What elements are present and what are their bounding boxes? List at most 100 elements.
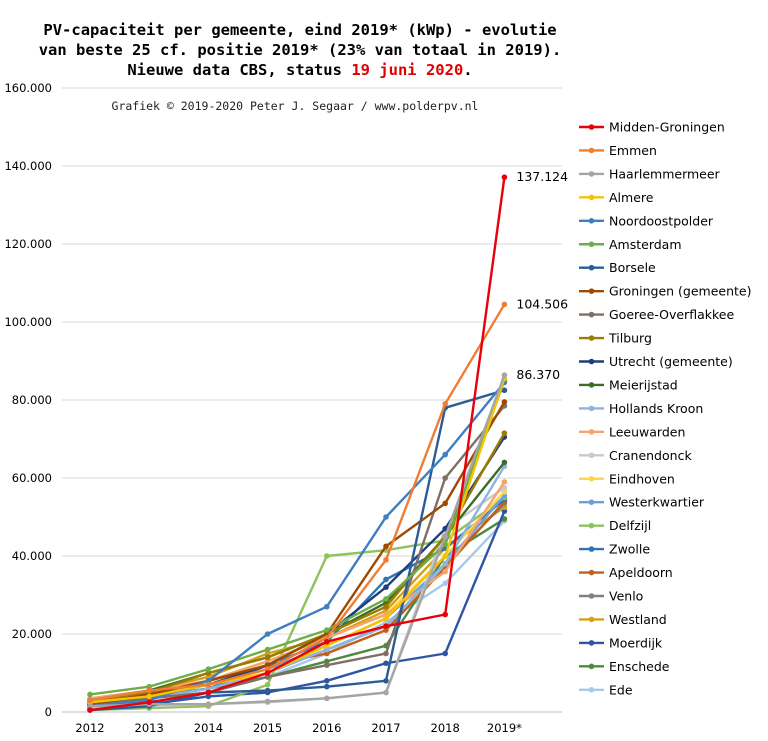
data-point bbox=[501, 484, 508, 491]
legend-marker bbox=[588, 288, 595, 294]
data-point bbox=[87, 707, 93, 713]
series-path bbox=[89, 380, 506, 696]
data-point bbox=[264, 631, 271, 637]
legend-item: Hollands Kroon bbox=[579, 401, 703, 416]
data-point bbox=[442, 451, 449, 458]
data-point bbox=[501, 387, 508, 394]
legend-item: Amsterdam bbox=[579, 237, 682, 252]
x-tick-label: 2016 bbox=[312, 721, 341, 735]
data-point bbox=[264, 662, 271, 668]
y-tick-label: 40.000 bbox=[12, 549, 52, 563]
data-point bbox=[324, 662, 330, 668]
gridlines bbox=[62, 87, 562, 713]
legend-marker bbox=[588, 171, 595, 177]
data-point bbox=[146, 693, 152, 700]
data-point bbox=[501, 459, 508, 466]
data-point bbox=[264, 666, 271, 672]
x-axis: 2012 2013 2014 2015 2016 2017 2018 2019* bbox=[62, 711, 562, 735]
legend-marker bbox=[588, 405, 595, 412]
title-line-3-prefix: Nieuwe data CBS, status bbox=[127, 61, 351, 79]
legend-item: Moerdijk bbox=[579, 635, 663, 650]
series-path bbox=[89, 486, 506, 710]
series-line bbox=[87, 174, 508, 713]
data-point bbox=[383, 576, 389, 583]
data-point bbox=[264, 650, 271, 657]
data-point bbox=[383, 689, 389, 696]
legend: Midden-Groningen Emmen Haarlemmermeer Almer… bbox=[579, 120, 752, 697]
legend-marker bbox=[588, 241, 595, 248]
chart-title: PV-capaciteit per gemeente, eind 2019* (… bbox=[39, 21, 562, 79]
legend-label: Westland bbox=[609, 612, 667, 627]
series-line bbox=[87, 301, 508, 704]
legend-item: Meierijstad bbox=[579, 377, 678, 392]
legend-item: Cranendonck bbox=[579, 448, 692, 463]
legend-item: Utrecht (gemeente) bbox=[579, 354, 733, 369]
data-point bbox=[324, 695, 330, 702]
data-point bbox=[264, 646, 271, 653]
data-point bbox=[501, 399, 508, 405]
series-path bbox=[89, 494, 506, 706]
title-line-3: Nieuwe data CBS, status 19 juni 2020. bbox=[127, 61, 472, 79]
legend-label: Tilburg bbox=[608, 331, 652, 346]
legend-marker bbox=[588, 264, 595, 271]
legend-label: Hollands Kroon bbox=[609, 401, 703, 416]
legend-label: Meierijstad bbox=[609, 377, 678, 392]
legend-marker bbox=[588, 593, 595, 599]
value-annotation: 104.506 bbox=[516, 296, 568, 311]
legend-item: Emmen bbox=[579, 143, 657, 158]
legend-label: Leeuwarden bbox=[609, 424, 685, 439]
legend-marker bbox=[588, 382, 595, 388]
legend-marker bbox=[588, 546, 595, 552]
y-tick-label: 140.000 bbox=[4, 159, 52, 173]
data-point bbox=[324, 650, 330, 657]
series-line bbox=[87, 492, 508, 707]
series-path bbox=[89, 374, 506, 708]
data-point bbox=[383, 660, 389, 667]
data-point bbox=[442, 553, 449, 559]
legend-label: Goeree-Overflakkee bbox=[609, 307, 734, 322]
y-tick-label: 80.000 bbox=[12, 393, 52, 407]
legend-item: Eindhoven bbox=[579, 471, 675, 486]
legend-item: Groningen (gemeente) bbox=[579, 284, 752, 299]
data-point bbox=[501, 479, 508, 485]
y-tick-label: 60.000 bbox=[12, 471, 52, 485]
data-point bbox=[383, 584, 389, 590]
series-path bbox=[89, 378, 506, 704]
data-point bbox=[146, 683, 152, 690]
legend-item: Ede bbox=[579, 682, 633, 697]
data-point bbox=[442, 611, 449, 618]
legend-marker bbox=[588, 569, 595, 576]
legend-marker bbox=[588, 124, 595, 130]
y-tick-label: 0 bbox=[45, 705, 52, 719]
data-point bbox=[383, 623, 389, 629]
series-path bbox=[89, 177, 506, 712]
legend-label: Midden-Groningen bbox=[609, 120, 725, 135]
data-point bbox=[501, 372, 508, 378]
data-point bbox=[383, 514, 389, 520]
legend-label: Eindhoven bbox=[609, 471, 675, 486]
legend-marker bbox=[588, 147, 595, 154]
legend-item: Borsele bbox=[579, 260, 656, 275]
legend-marker bbox=[588, 663, 595, 670]
data-point bbox=[324, 553, 330, 559]
data-point bbox=[324, 627, 330, 633]
x-tick-label: 2014 bbox=[194, 721, 223, 735]
data-point bbox=[324, 642, 330, 649]
data-point bbox=[264, 681, 271, 688]
data-point bbox=[205, 689, 212, 696]
data-point bbox=[501, 430, 508, 436]
data-point bbox=[383, 615, 389, 622]
legend-item: Almere bbox=[579, 190, 654, 205]
data-point bbox=[264, 687, 271, 694]
legend-item: Westland bbox=[579, 612, 667, 627]
data-point bbox=[442, 533, 449, 540]
data-point bbox=[324, 646, 330, 653]
data-point bbox=[264, 658, 271, 665]
x-tick-label: 2019* bbox=[487, 721, 522, 735]
data-point bbox=[442, 568, 449, 575]
legend-marker bbox=[588, 358, 595, 365]
legend-label: Cranendonck bbox=[609, 448, 692, 463]
data-point bbox=[205, 681, 212, 688]
legend-item: Noordoostpolder bbox=[579, 213, 714, 228]
legend-marker bbox=[588, 616, 595, 623]
